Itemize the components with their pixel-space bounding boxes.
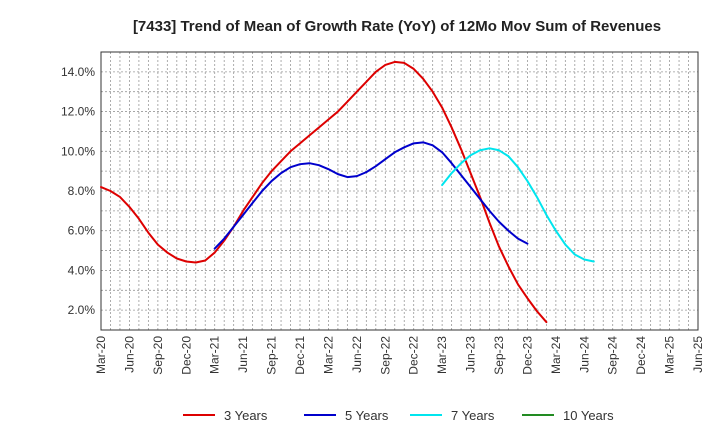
series-layer xyxy=(100,60,595,324)
legend: 3 Years 5 Years 7 Years 10 Years xyxy=(183,408,614,423)
y-tick-label: 2.0% xyxy=(68,303,96,317)
x-axis-ticks: Mar-20 Jun-20 Sep-20 Dec-20 Mar-21 Jun-21 Sep-… xyxy=(94,336,705,375)
x-tick-label: Mar-23 xyxy=(435,336,449,374)
x-tick-label: Jun-22 xyxy=(350,336,364,373)
x-tick-label: Dec-23 xyxy=(520,336,534,375)
y-tick-label: 12.0% xyxy=(61,105,95,119)
legend-label: 5 Years xyxy=(345,408,389,423)
x-tick-label: Mar-25 xyxy=(663,336,677,374)
y-tick-label: 8.0% xyxy=(68,184,96,198)
legend-label: 10 Years xyxy=(563,408,614,423)
series-line-3-years xyxy=(100,60,548,324)
y-tick-label: 4.0% xyxy=(68,263,96,277)
x-tick-label: Jun-23 xyxy=(464,336,478,373)
x-tick-label: Sep-23 xyxy=(492,336,506,375)
y-axis-ticks: 2.0% 4.0% 6.0% 8.0% 10.0% 12.0% 14.0% xyxy=(61,65,95,317)
plot-border xyxy=(100,51,699,331)
x-tick-label: Mar-22 xyxy=(321,336,335,374)
x-tick-label: Jun-24 xyxy=(577,336,591,373)
grid-layer xyxy=(101,52,698,330)
legend-label: 3 Years xyxy=(224,408,268,423)
x-tick-label: Dec-20 xyxy=(179,336,193,375)
x-tick-label: Dec-21 xyxy=(293,336,307,375)
series-line-7-years xyxy=(441,147,595,263)
x-tick-label: Sep-24 xyxy=(606,336,620,375)
x-tick-label: Dec-22 xyxy=(407,336,421,375)
x-tick-label: Mar-24 xyxy=(549,336,563,374)
y-tick-label: 10.0% xyxy=(61,144,95,158)
x-tick-label: Sep-21 xyxy=(265,336,279,375)
x-tick-label: Jun-20 xyxy=(122,336,136,373)
x-tick-label: Dec-24 xyxy=(634,336,648,375)
x-tick-label: Sep-22 xyxy=(378,336,392,375)
chart-title: [7433] Trend of Mean of Growth Rate (YoY… xyxy=(133,18,661,35)
x-tick-label: Sep-20 xyxy=(151,336,165,375)
x-tick-label: Jun-25 xyxy=(691,336,705,373)
y-tick-label: 14.0% xyxy=(61,65,95,79)
y-tick-label: 6.0% xyxy=(68,224,96,238)
x-tick-label: Jun-21 xyxy=(236,336,250,373)
x-tick-label: Mar-21 xyxy=(208,336,222,374)
legend-label: 7 Years xyxy=(451,408,495,423)
x-tick-label: Mar-20 xyxy=(94,336,108,374)
series-line-5-years xyxy=(213,141,529,250)
